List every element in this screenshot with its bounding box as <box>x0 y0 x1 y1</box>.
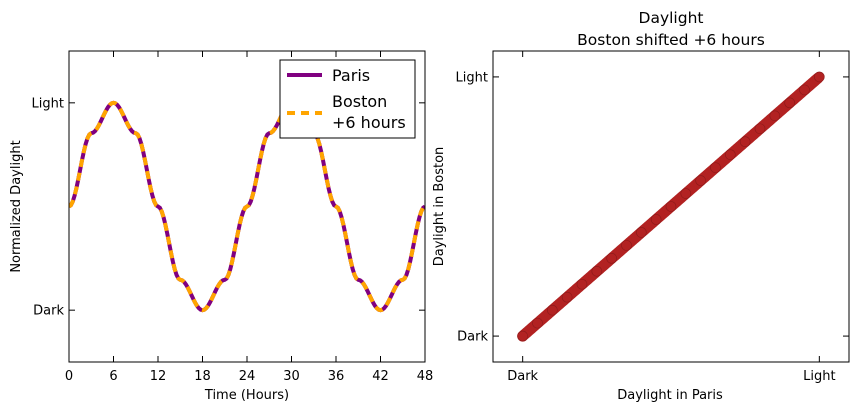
x-tick-label: 18 <box>194 369 211 384</box>
series-line-boston <box>69 100 425 313</box>
chart2-plot: Dark Light Dark Light <box>456 50 850 384</box>
y-tick-label: Dark <box>33 304 64 319</box>
chart1-plot: 0 6 12 18 24 30 36 42 48 Dark Light <box>32 50 433 384</box>
x-tick-label: 0 <box>65 369 73 384</box>
chart2-xlabel: Daylight in Paris <box>617 388 723 403</box>
scatter-point <box>814 71 825 83</box>
x-tick-label: 42 <box>372 369 389 384</box>
chart2-y-ticks: Dark Light <box>456 70 849 345</box>
scatter-point <box>561 291 573 303</box>
chart1-legend: Paris Boston +6 hours <box>279 59 416 139</box>
legend-label-paris: Paris <box>332 66 370 85</box>
x-tick-label: 12 <box>150 369 167 384</box>
chart2-ylabel: Daylight in Boston <box>432 147 447 267</box>
x-tick-label: 48 <box>417 369 434 384</box>
scatter-point <box>710 162 721 173</box>
y-tick-label: Light <box>456 70 488 85</box>
scatter-point <box>680 188 692 199</box>
legend-label-boston: Boston <box>332 92 387 111</box>
x-tick-label: Light <box>803 369 835 384</box>
x-tick-label: 24 <box>239 369 256 384</box>
scatter-point <box>725 149 736 160</box>
scatter-point <box>606 253 617 264</box>
chart2-subtitle: Boston shifted +6 hours <box>577 31 765 49</box>
scatter-point <box>754 123 766 135</box>
legend-label-boston-shift: +6 hours <box>332 113 406 132</box>
scatter-point <box>739 136 751 148</box>
chart2-title: Daylight <box>639 9 704 27</box>
scatter-point <box>547 304 558 316</box>
scatter-point <box>784 97 795 109</box>
chart1-ylabel: Normalized Daylight <box>9 140 24 272</box>
scatter-point <box>532 317 543 329</box>
chart1-y-ticks: Dark Light <box>32 96 425 319</box>
y-tick-label: Light <box>32 96 64 111</box>
chart2-series-points <box>517 71 825 342</box>
x-tick-label: 6 <box>109 369 117 384</box>
chart1-series-lines <box>69 100 425 313</box>
scatter-point <box>799 84 810 96</box>
y-tick-label: Dark <box>457 330 488 345</box>
x-tick-label: 30 <box>283 369 300 384</box>
x-tick-label: Dark <box>507 369 538 384</box>
scatter-chart: Daylight Boston shifted +6 hours Dark Lig… <box>432 9 850 403</box>
scatter-point <box>650 214 662 225</box>
scatter-point <box>665 201 677 212</box>
scatter-point <box>517 330 528 342</box>
scatter-point <box>576 278 588 290</box>
scatter-point <box>621 240 632 251</box>
chart2-x-ticks: Dark Light <box>507 51 836 384</box>
scatter-point <box>769 110 781 122</box>
scatter-point <box>636 227 647 238</box>
scatter-point <box>695 175 706 186</box>
x-tick-label: 36 <box>328 369 345 384</box>
chart1-x-ticks: 0 6 12 18 24 30 36 42 48 <box>65 51 433 384</box>
chart1-xlabel: Time (Hours) <box>204 388 289 403</box>
chart2-plot-frame <box>492 50 850 363</box>
scatter-point <box>591 265 603 277</box>
